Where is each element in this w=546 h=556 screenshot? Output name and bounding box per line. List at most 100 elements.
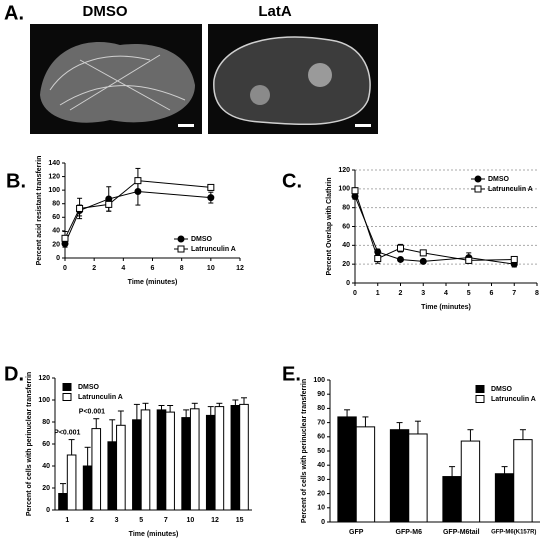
y-tick-label: 60 xyxy=(317,434,325,441)
x-tick-label: 15 xyxy=(236,517,244,524)
legend-marker xyxy=(474,185,482,193)
y-tick-label: 40 xyxy=(317,462,325,469)
y-tick-label: 40 xyxy=(342,242,350,249)
point xyxy=(397,255,404,263)
x-tick-label: 12 xyxy=(236,265,244,272)
bar xyxy=(494,473,515,523)
legend-marker xyxy=(177,235,185,243)
bar xyxy=(513,439,533,523)
x-axis-label: Time (minutes) xyxy=(421,304,471,311)
x-axis-label: Time (minutes) xyxy=(128,279,178,286)
y-tick-label: 80 xyxy=(42,419,50,426)
y-tick-label: 20 xyxy=(317,490,325,497)
bar xyxy=(460,440,481,523)
y-tick-label: 90 xyxy=(317,391,325,398)
y-tick-label: 100 xyxy=(338,186,350,193)
image-title: DMSO xyxy=(83,3,128,20)
point xyxy=(76,204,84,212)
y-tick-label: 120 xyxy=(48,173,60,180)
y-tick-label: 40 xyxy=(42,463,50,470)
x-axis-label: Time (minutes) xyxy=(129,531,179,538)
panel-label: B. xyxy=(6,170,26,192)
y-tick-label: 80 xyxy=(342,205,350,212)
legend-swatch xyxy=(62,393,72,401)
legend-label: Latrunculin A xyxy=(491,396,536,403)
bar xyxy=(181,417,191,511)
legend-label: DMSO xyxy=(191,236,213,243)
cell xyxy=(213,36,371,126)
y-tick-label: 120 xyxy=(38,375,50,382)
point xyxy=(419,257,427,265)
y-tick-label: 140 xyxy=(48,160,60,167)
annotation: P<0.001 xyxy=(79,409,105,416)
point xyxy=(465,256,473,264)
y-axis-label: Percent Overlap with Clathrin xyxy=(326,177,333,275)
x-tick-label: 2 xyxy=(90,517,94,524)
y-tick-label: 100 xyxy=(313,377,325,384)
bar xyxy=(82,465,93,511)
x-tick-label: 1 xyxy=(376,290,380,297)
bar xyxy=(355,426,376,523)
y-tick-label: 0 xyxy=(346,280,350,287)
x-tick-label: 3 xyxy=(115,517,119,524)
legend-label: DMSO xyxy=(488,176,510,183)
x-tick-label: 1 xyxy=(65,517,69,524)
x-tick-label: 2 xyxy=(92,265,96,272)
x-tick-label: 4 xyxy=(444,290,448,297)
y-tick-label: 20 xyxy=(52,241,60,248)
x-tick-label: 0 xyxy=(353,290,357,297)
panel-label: C. xyxy=(282,170,302,192)
bar xyxy=(389,429,410,523)
nucleus xyxy=(250,85,270,105)
x-tick-label: 8 xyxy=(535,290,539,297)
legend-label: DMSO xyxy=(491,386,513,393)
bar xyxy=(132,419,142,511)
y-axis-label: Percent of cells with perinuclear transf… xyxy=(26,372,33,516)
point xyxy=(207,183,215,191)
bar xyxy=(337,416,357,523)
x-tick-label: 4 xyxy=(121,265,125,272)
panel-label: E. xyxy=(282,363,301,385)
y-tick-label: 30 xyxy=(317,476,325,483)
y-axis-label: Percent acid resistant transferrin xyxy=(36,156,43,266)
y-tick-label: 50 xyxy=(317,448,325,455)
y-axis-label: Percent of cells with perinuclear transf… xyxy=(301,379,308,523)
bar xyxy=(66,454,77,511)
bar xyxy=(58,493,68,511)
x-tick-label: GFP-M6 xyxy=(396,529,423,536)
x-tick-label: 3 xyxy=(421,290,425,297)
series-line xyxy=(354,190,515,261)
legend-swatch xyxy=(62,383,72,391)
x-tick-label: 5 xyxy=(139,517,143,524)
y-tick-label: 0 xyxy=(321,519,325,526)
x-tick-label: 12 xyxy=(211,517,219,524)
x-tick-label: GFP-M6(K157R) xyxy=(491,530,536,536)
fibers xyxy=(49,54,186,111)
panel-label: A. xyxy=(4,2,24,24)
x-tick-label: 6 xyxy=(490,290,494,297)
point xyxy=(134,177,142,185)
x-tick-label: 7 xyxy=(512,290,516,297)
y-tick-label: 0 xyxy=(46,507,50,514)
image-title: LatA xyxy=(258,3,292,20)
x-tick-label: 7 xyxy=(164,517,168,524)
panel-label: D. xyxy=(4,363,24,385)
legend-label: Latrunculin A xyxy=(488,186,533,193)
annotation: P<0.001 xyxy=(54,429,80,436)
point xyxy=(510,255,518,263)
point xyxy=(351,187,359,195)
y-tick-label: 0 xyxy=(56,255,60,262)
bar xyxy=(214,406,225,511)
x-tick-label: 10 xyxy=(207,265,215,272)
y-tick-label: 60 xyxy=(52,214,60,221)
x-tick-label: 8 xyxy=(180,265,184,272)
x-tick-label: 2 xyxy=(399,290,403,297)
legend-marker xyxy=(177,245,185,253)
y-tick-label: 80 xyxy=(52,201,60,208)
bar xyxy=(239,403,249,511)
x-tick-label: 10 xyxy=(187,517,195,524)
point xyxy=(105,200,113,208)
legend-label: Latrunculin A xyxy=(191,246,236,253)
point xyxy=(397,244,404,252)
